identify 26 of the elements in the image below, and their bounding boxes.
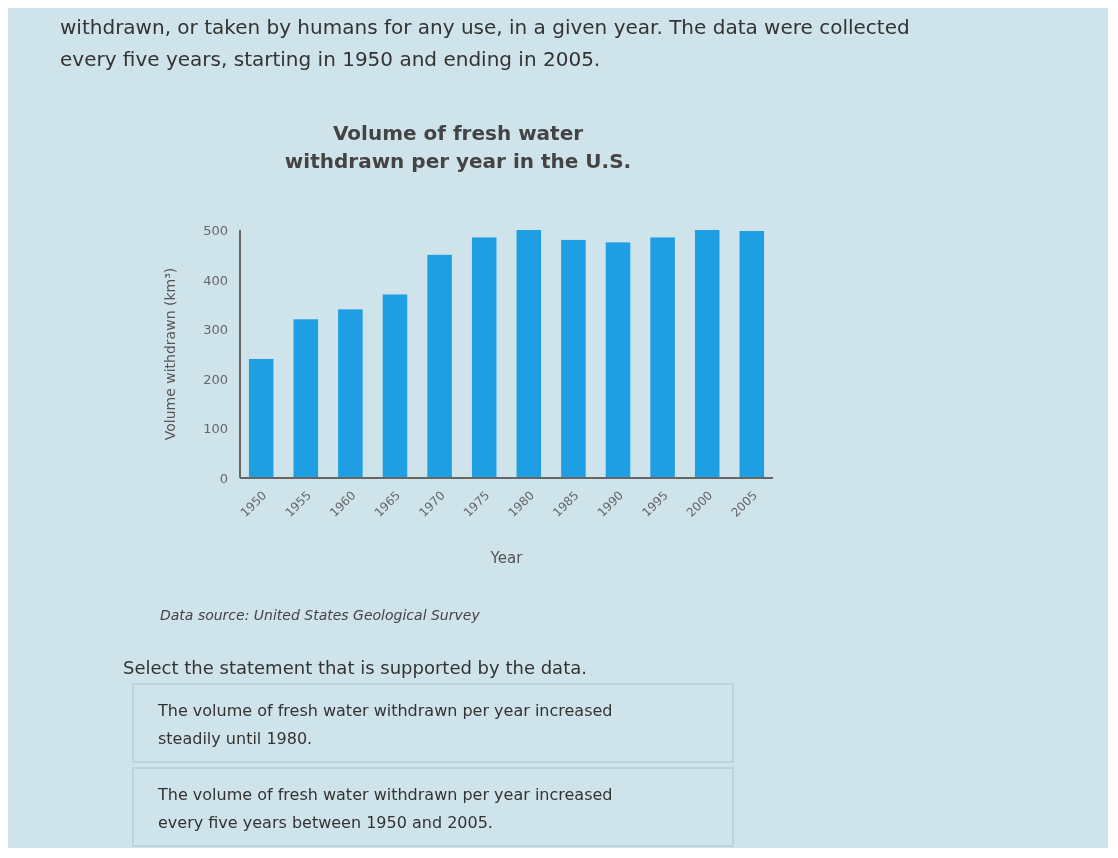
- y-tick-label: 400: [203, 272, 228, 288]
- bar: [427, 254, 452, 478]
- y-tick-label: 200: [203, 371, 228, 387]
- bar: [561, 239, 586, 478]
- bar: [650, 237, 675, 478]
- x-axis-title: Year: [489, 549, 524, 567]
- bar: [338, 309, 363, 478]
- bar: [739, 230, 765, 478]
- y-tick-label: 100: [203, 421, 228, 437]
- y-tick-label: 300: [203, 322, 228, 338]
- y-tick-label: 0: [219, 471, 228, 486]
- bar: [471, 237, 497, 478]
- text: The volume of fresh water withdrawn per year increased steadily until 1980.: [157, 701, 613, 748]
- y-axis-title: Volume withdrawn (km³): [162, 267, 178, 441]
- bar: [293, 319, 319, 478]
- bar: [694, 230, 720, 478]
- text: withdrawn, or taken by humans for any use, in a given year. The data were collected every five years, starting in 1950 and ending in 2005.: [60, 15, 910, 71]
- y-tick-label: 500: [203, 223, 228, 238]
- bar: [516, 230, 542, 478]
- bar: [248, 358, 274, 478]
- bar: [605, 242, 631, 478]
- text: The volume of fresh water withdrawn per year increased every five years between 1950 and 2005.: [157, 785, 613, 832]
- text: Select the statement that is supported by the data.: [123, 657, 587, 678]
- chart-title: Volume of fresh water withdrawn per year in the U.S.: [284, 121, 632, 173]
- source-note: Data source: United States Geological Survey: [160, 607, 481, 623]
- bar: [382, 294, 408, 478]
